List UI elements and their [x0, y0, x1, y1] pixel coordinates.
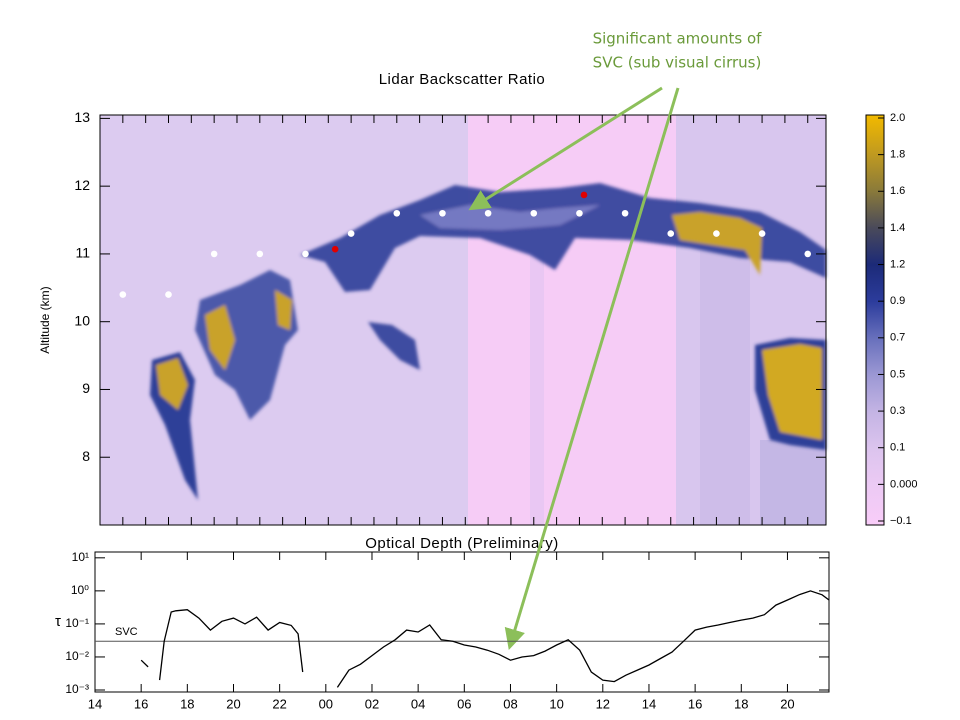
track-point: [804, 250, 812, 258]
y-tick-label: 10⁻²: [65, 649, 89, 663]
x-tick-label: 06: [457, 696, 471, 711]
x-tick-label: 12: [596, 696, 610, 711]
reference-label: SVC: [115, 626, 138, 638]
x-tick-label: 20: [226, 696, 240, 711]
y-tick-label: 10: [74, 312, 90, 328]
x-tick-label: 18: [180, 696, 194, 711]
track-point: [165, 291, 172, 298]
y-tick-label: 8: [82, 448, 90, 464]
colorbar: [865, 114, 885, 526]
track-point: [621, 209, 629, 217]
colorbar-label: 0.3: [890, 405, 905, 417]
y-tick-label: 10¹: [72, 550, 89, 564]
y-tick-label: 9: [82, 380, 90, 396]
track-point: [119, 291, 127, 298]
annotation: Significant amounts of: [593, 30, 763, 48]
track-point: [393, 209, 401, 217]
x-tick-label: 16: [688, 696, 702, 711]
colorbar-label: −0.1: [890, 515, 912, 527]
track-point: [758, 230, 766, 237]
x-tick-label: 22: [272, 696, 286, 711]
track-point: [347, 230, 355, 237]
track-point: [331, 245, 339, 253]
chart-title: Lidar Backscatter Ratio: [379, 71, 546, 88]
x-tick-label: 10: [549, 696, 563, 711]
annotation: SVC (sub visual cirrus): [593, 54, 762, 72]
colorbar-label: 0.5: [890, 368, 905, 380]
x-tick-label: 14: [642, 696, 656, 711]
x-tick-label: 08: [503, 696, 517, 711]
y-axis-label: τ: [55, 613, 61, 630]
y-tick-label: 10⁰: [71, 583, 89, 597]
y-tick-label: 12: [74, 177, 90, 193]
y-axis-label: Altitude (km): [38, 286, 52, 353]
track-point: [439, 209, 446, 217]
x-tick-label: 16: [134, 696, 148, 711]
y-tick-label: 13: [74, 109, 90, 125]
track-point: [210, 250, 218, 258]
track-point: [302, 250, 309, 258]
x-tick-label: 00: [319, 696, 333, 711]
colorbar-label: 1.8: [890, 149, 905, 161]
x-tick-label: 20: [780, 696, 794, 711]
x-tick-label: 02: [365, 696, 379, 711]
chart-title: Optical Depth (Preliminary): [365, 535, 559, 552]
track-point: [256, 250, 264, 258]
track-point: [580, 191, 588, 199]
y-tick-label: 10⁻³: [65, 682, 89, 696]
colorbar-label: 2.0: [890, 112, 905, 124]
backscatter-image: [100, 115, 826, 525]
plot-frame: [94, 551, 830, 693]
colorbar-label: 1.6: [890, 185, 905, 197]
x-tick-label: 14: [88, 696, 102, 711]
track-point: [667, 230, 675, 237]
data-line: [140, 590, 830, 688]
colorbar-label: 0.000: [890, 478, 918, 490]
colorbar-label: 0.7: [890, 332, 905, 344]
track-point: [530, 209, 538, 217]
arrow: [468, 86, 663, 211]
x-tick-label: 18: [734, 696, 748, 711]
track-point: [713, 230, 720, 237]
y-tick-label: 11: [75, 245, 90, 261]
arrow: [504, 87, 680, 651]
colorbar-label: 0.1: [890, 442, 905, 454]
track-point: [576, 209, 583, 217]
colorbar-label: 1.4: [890, 222, 905, 234]
plot-frame: [99, 114, 827, 526]
colorbar-label: 0.9: [890, 295, 905, 307]
track-point: [484, 209, 492, 217]
x-tick-label: 04: [411, 696, 425, 711]
y-tick-label: 10⁻¹: [65, 616, 89, 630]
colorbar-label: 1.2: [890, 258, 905, 270]
